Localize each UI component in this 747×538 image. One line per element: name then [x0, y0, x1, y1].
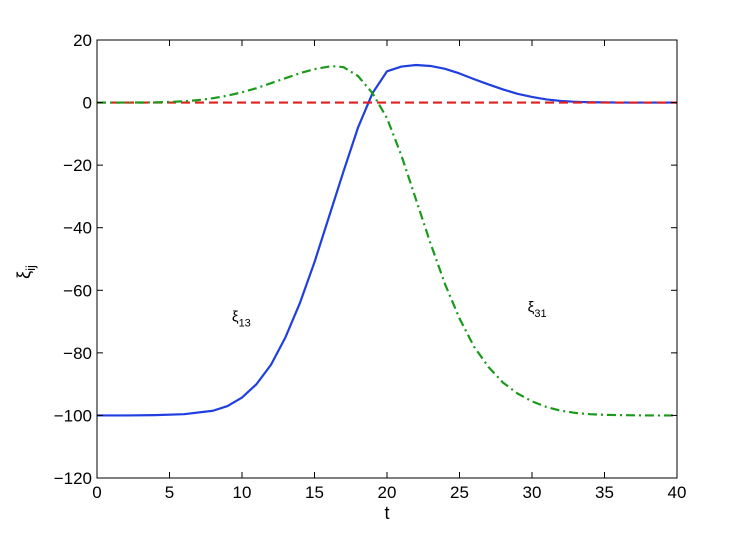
y-tick-label: −100 [54, 406, 92, 425]
series-layer [97, 63, 677, 417]
x-tick-label: 40 [668, 483, 687, 502]
y-tick-label: −40 [63, 219, 92, 238]
svg-text:ξij: ξij [14, 265, 38, 279]
annotation-subscript: 13 [239, 318, 251, 330]
annotation-subscript: 31 [534, 308, 546, 320]
y-tick-label: 20 [73, 31, 92, 50]
series-annotation: ξ13 [232, 309, 251, 330]
y-tick-label: 0 [83, 94, 92, 113]
annotation-base: ξ [528, 299, 535, 316]
x-tick-label: 10 [233, 483, 252, 502]
y-axis-label-sub: ij [23, 265, 38, 271]
x-tick-label: 5 [165, 483, 174, 502]
x-tick-label: 35 [595, 483, 614, 502]
plot-area [97, 40, 677, 478]
y-tick-label: −120 [54, 469, 92, 488]
series-line-xi13 [97, 63, 677, 417]
x-tick-label: 15 [305, 483, 324, 502]
x-tick-label: 0 [92, 483, 101, 502]
y-axis-label: ξij [14, 265, 38, 279]
x-tick-label: 25 [450, 483, 469, 502]
series-line-xi31 [97, 65, 677, 417]
series-annotation: ξ31 [528, 299, 547, 320]
y-axis-label-base: ξ [14, 271, 34, 279]
y-tick-label: −60 [63, 281, 92, 300]
y-tick-label: −80 [63, 344, 92, 363]
annotation-base: ξ [232, 309, 239, 326]
x-axis-label: t [384, 503, 389, 523]
tick-layer: 0 5 10 15 20 25 30 35 40 20 0 −20 −40 −60 −80 −100 −120 [54, 31, 687, 502]
x-tick-label: 20 [378, 483, 397, 502]
x-tick-label: 30 [523, 483, 542, 502]
y-tick-label: −20 [63, 156, 92, 175]
